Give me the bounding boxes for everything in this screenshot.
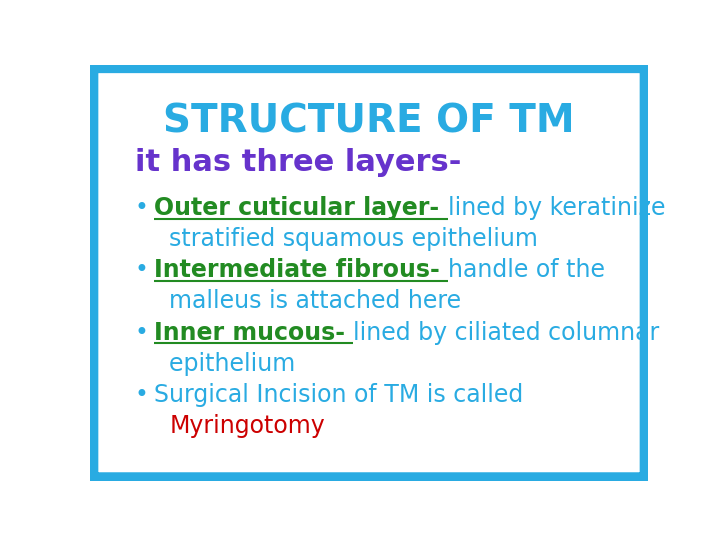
Text: •: • bbox=[135, 196, 148, 220]
Text: Surgical Incision of TM is called: Surgical Incision of TM is called bbox=[154, 383, 523, 407]
Text: •: • bbox=[135, 258, 148, 282]
Text: Outer cuticular layer-: Outer cuticular layer- bbox=[154, 196, 448, 220]
FancyBboxPatch shape bbox=[90, 65, 648, 481]
Text: STRUCTURE OF TM: STRUCTURE OF TM bbox=[163, 102, 575, 140]
Text: •: • bbox=[135, 383, 148, 407]
Text: Inner mucous-: Inner mucous- bbox=[154, 321, 354, 345]
Text: lined by ciliated columnar: lined by ciliated columnar bbox=[354, 321, 660, 345]
Text: epithelium: epithelium bbox=[154, 352, 295, 376]
Text: it has three layers-: it has three layers- bbox=[135, 148, 461, 177]
Text: •: • bbox=[135, 321, 148, 345]
Text: malleus is attached here: malleus is attached here bbox=[154, 289, 462, 313]
Text: Myringotomy: Myringotomy bbox=[169, 414, 325, 438]
Text: stratified squamous epithelium: stratified squamous epithelium bbox=[154, 227, 538, 251]
Text: handle of the: handle of the bbox=[448, 258, 606, 282]
Text: lined by keratinize: lined by keratinize bbox=[448, 196, 665, 220]
Text: Intermediate fibrous-: Intermediate fibrous- bbox=[154, 258, 448, 282]
